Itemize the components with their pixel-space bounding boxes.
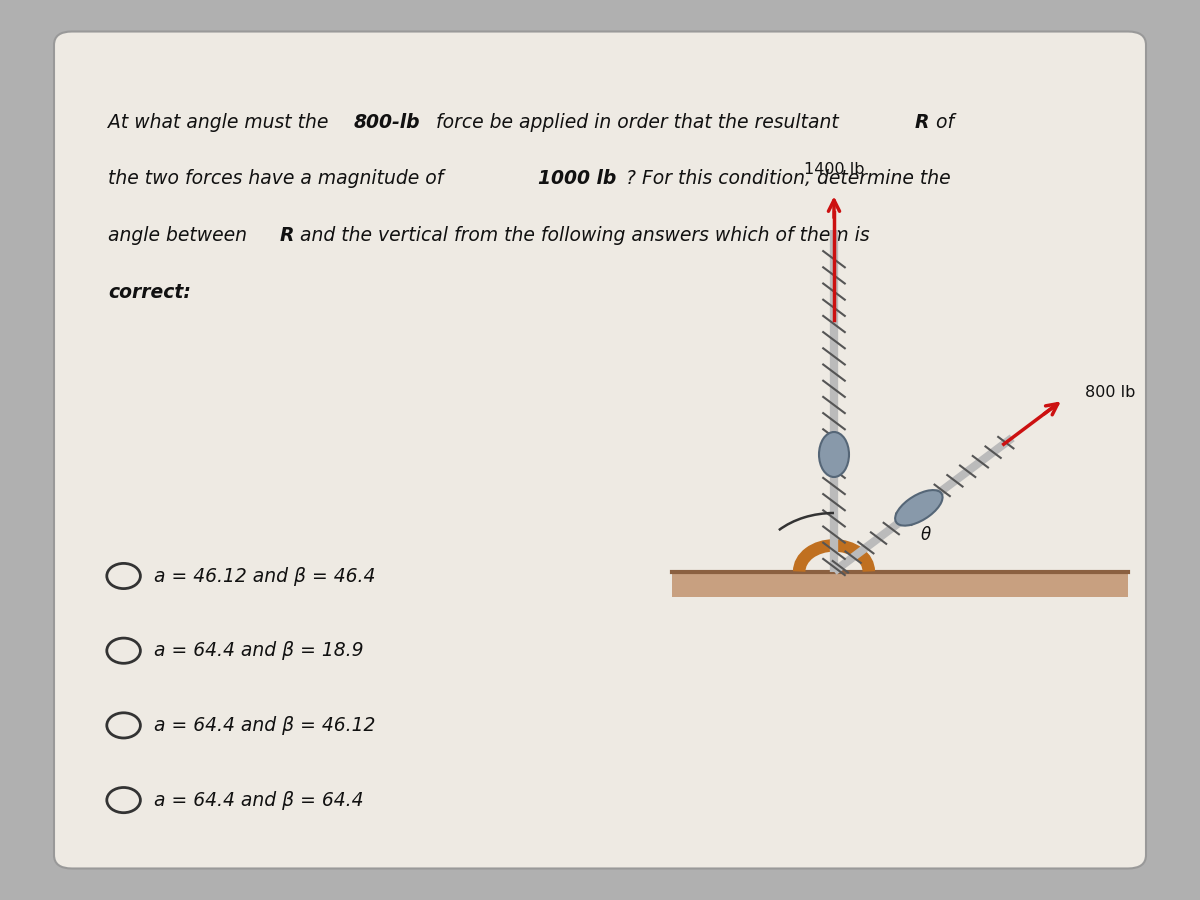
Text: force be applied in order that the resultant: force be applied in order that the resul… [430, 112, 845, 131]
Bar [672, 572, 1128, 597]
Text: and the vertical from the following answers which of them is: and the vertical from the following answ… [294, 226, 870, 245]
Text: 800 lb: 800 lb [1085, 385, 1135, 400]
Text: a = 46.12 and β = 46.4: a = 46.12 and β = 46.4 [154, 566, 374, 586]
Ellipse shape [818, 432, 848, 477]
Text: 1400 lb: 1400 lb [804, 162, 864, 177]
Text: the two forces have a magnitude of: the two forces have a magnitude of [108, 169, 449, 188]
Text: R: R [914, 112, 929, 131]
Ellipse shape [895, 491, 942, 526]
Text: θ: θ [920, 526, 930, 544]
Text: At what angle must the: At what angle must the [108, 112, 335, 131]
Text: angle between: angle between [108, 226, 253, 245]
Text: 800-lb: 800-lb [354, 112, 420, 131]
Text: correct:: correct: [108, 283, 191, 302]
Text: ? For this condition, determine the: ? For this condition, determine the [626, 169, 952, 188]
Text: 1000 lb: 1000 lb [538, 169, 616, 188]
Text: a = 64.4 and β = 18.9: a = 64.4 and β = 18.9 [154, 641, 364, 661]
Text: R: R [280, 226, 294, 245]
Text: a = 64.4 and β = 64.4: a = 64.4 and β = 64.4 [154, 790, 364, 810]
Text: a = 64.4 and β = 46.12: a = 64.4 and β = 46.12 [154, 716, 374, 735]
Text: of: of [930, 112, 954, 131]
